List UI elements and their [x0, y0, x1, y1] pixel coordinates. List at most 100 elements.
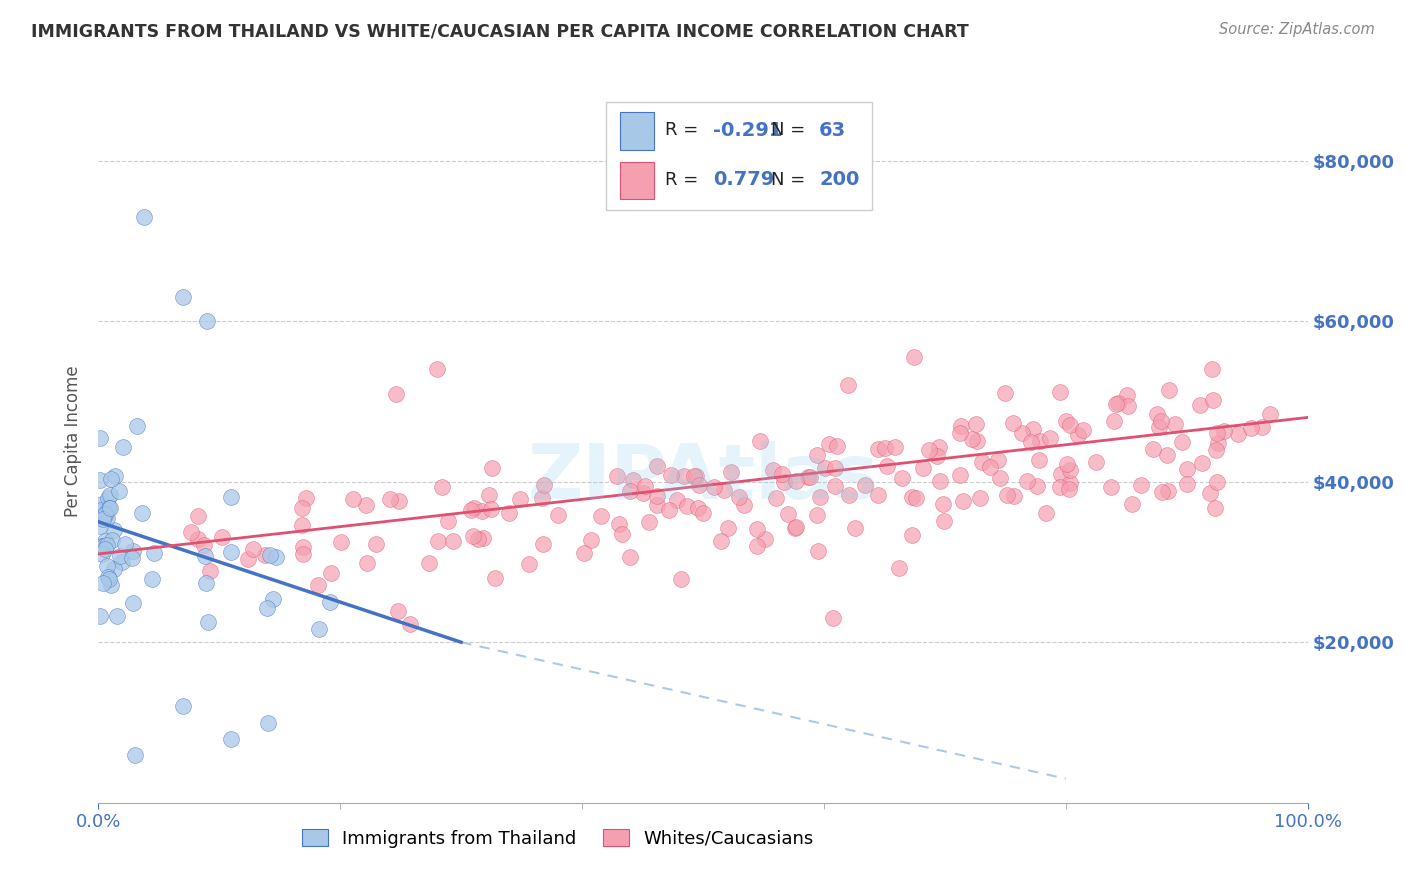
Point [1152, 484, 1174, 499]
Point [1206, 436, 1229, 450]
Point [995, 488, 1018, 502]
Point [610, 527, 633, 541]
Point [844, 521, 866, 535]
Point [901, 490, 924, 504]
Point [1156, 448, 1178, 462]
Point [481, 461, 503, 475]
Point [127, 418, 149, 433]
Point [853, 478, 876, 492]
Point [387, 604, 409, 618]
Point [928, 440, 950, 454]
Point [994, 386, 1017, 401]
Point [107, 483, 129, 498]
Point [716, 521, 738, 535]
Point [966, 434, 988, 449]
Point [256, 600, 278, 615]
Point [354, 498, 377, 512]
Point [932, 514, 955, 528]
Point [94, 541, 117, 556]
Point [1201, 362, 1223, 376]
Point [172, 290, 194, 304]
Point [97, 500, 120, 515]
Point [659, 467, 682, 482]
Point [89, 474, 111, 488]
Point [124, 747, 146, 762]
Point [645, 489, 668, 503]
Point [1056, 458, 1078, 472]
Point [783, 521, 806, 535]
Point [547, 508, 569, 522]
Point [785, 519, 807, 533]
Point [460, 503, 482, 517]
Point [676, 499, 699, 513]
Point [1129, 478, 1152, 492]
Point [728, 490, 751, 504]
Point [291, 500, 314, 515]
Point [887, 561, 910, 575]
Point [1107, 395, 1129, 409]
Point [621, 473, 644, 487]
Point [1049, 480, 1071, 494]
Point [749, 434, 772, 448]
Point [89, 519, 111, 533]
Point [665, 492, 688, 507]
Point [1116, 387, 1139, 401]
Point [91, 547, 114, 561]
Point [1028, 452, 1050, 467]
Point [1121, 498, 1143, 512]
Point [94, 509, 117, 524]
Point [427, 533, 450, 548]
Point [437, 514, 460, 528]
Legend: Immigrants from Thailand, Whites/Caucasians: Immigrants from Thailand, Whites/Caucasi… [295, 822, 821, 855]
Point [969, 491, 991, 505]
Point [962, 432, 984, 446]
Point [619, 549, 641, 564]
Point [773, 475, 796, 490]
Point [806, 508, 828, 523]
Point [219, 545, 242, 559]
Point [122, 544, 145, 558]
Point [797, 469, 820, 483]
Point [198, 564, 221, 578]
Point [219, 490, 242, 504]
Point [100, 578, 122, 592]
Point [682, 468, 704, 483]
Point [97, 570, 120, 584]
Point [467, 533, 489, 547]
Point [1205, 426, 1227, 441]
Text: IMMIGRANTS FROM THAILAND VS WHITE/CAUCASIAN PER CAPITA INCOME CORRELATION CHART: IMMIGRANTS FROM THAILAND VS WHITE/CAUCAS… [31, 22, 969, 40]
Point [193, 539, 215, 553]
Point [868, 487, 890, 501]
Point [463, 500, 485, 515]
Text: Source: ZipAtlas.com: Source: ZipAtlas.com [1219, 22, 1375, 37]
Point [111, 555, 134, 569]
Point [929, 474, 952, 488]
Point [517, 558, 540, 572]
Point [873, 441, 896, 455]
Point [103, 523, 125, 537]
Point [194, 549, 217, 564]
Point [904, 491, 927, 505]
Point [645, 498, 668, 512]
Point [970, 455, 993, 469]
Point [932, 497, 955, 511]
Point [530, 491, 553, 506]
Text: ZIPAtlas: ZIPAtlas [527, 441, 879, 515]
Point [96, 558, 118, 573]
Point [1198, 486, 1220, 500]
Point [1022, 422, 1045, 436]
Point [1213, 424, 1236, 438]
Point [572, 545, 595, 559]
Point [94, 507, 117, 521]
Point [134, 210, 156, 224]
Point [195, 314, 218, 328]
Point [308, 622, 330, 636]
Point [364, 537, 387, 551]
Point [418, 556, 440, 570]
Point [294, 491, 316, 505]
Point [1175, 476, 1198, 491]
Point [141, 572, 163, 586]
Point [900, 528, 922, 542]
Point [1049, 384, 1071, 399]
Point [1204, 501, 1226, 516]
